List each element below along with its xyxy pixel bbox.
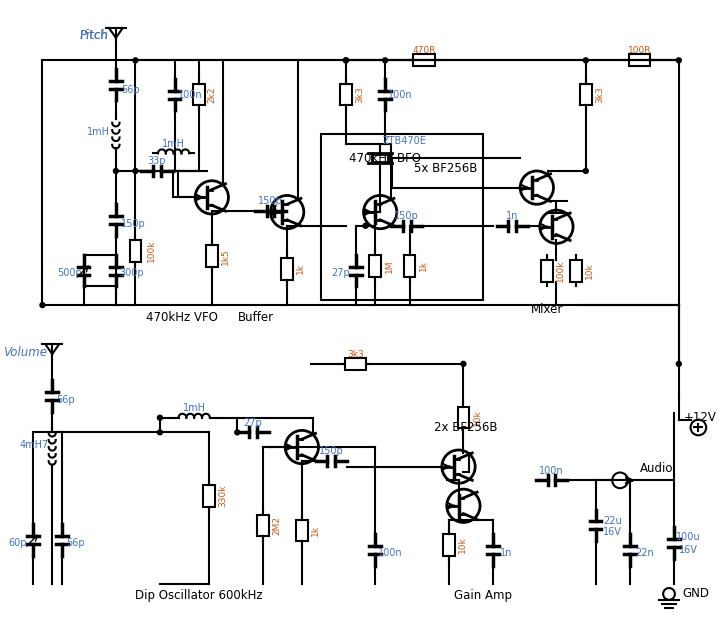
Text: GND: GND bbox=[683, 587, 710, 600]
Text: 150p: 150p bbox=[395, 211, 419, 221]
Text: 3k3: 3k3 bbox=[595, 86, 604, 103]
Text: Gain Amp: Gain Amp bbox=[454, 589, 512, 602]
Text: 100k: 100k bbox=[147, 240, 156, 262]
Text: Pitch: Pitch bbox=[80, 29, 109, 42]
Text: 100n: 100n bbox=[378, 548, 402, 558]
Text: 1k: 1k bbox=[311, 525, 320, 536]
Circle shape bbox=[158, 415, 162, 420]
Bar bbox=[340, 84, 352, 105]
Bar bbox=[296, 519, 307, 541]
Circle shape bbox=[343, 58, 348, 63]
Bar bbox=[457, 407, 469, 428]
Text: Buffer: Buffer bbox=[238, 311, 274, 324]
Circle shape bbox=[461, 361, 466, 366]
Bar bbox=[404, 255, 415, 277]
Bar bbox=[321, 134, 483, 300]
Circle shape bbox=[583, 58, 588, 63]
Text: ZTB470E: ZTB470E bbox=[382, 136, 426, 145]
Text: 100n: 100n bbox=[539, 465, 564, 475]
Bar bbox=[206, 245, 217, 267]
Text: 4mH7: 4mH7 bbox=[20, 440, 49, 450]
Text: 330k: 330k bbox=[218, 485, 227, 507]
Circle shape bbox=[40, 303, 45, 308]
Text: 56p: 56p bbox=[121, 85, 140, 95]
Text: 22u: 22u bbox=[603, 516, 621, 527]
Text: Volume: Volume bbox=[3, 345, 47, 358]
Circle shape bbox=[343, 58, 348, 63]
Text: 16V: 16V bbox=[679, 545, 698, 555]
Text: 1mH: 1mH bbox=[162, 139, 185, 149]
Text: 5x BF256B: 5x BF256B bbox=[415, 162, 478, 175]
Text: 3k3: 3k3 bbox=[347, 350, 364, 358]
Text: 100n: 100n bbox=[389, 90, 413, 100]
Text: +12V: +12V bbox=[684, 411, 716, 424]
Text: Audio: Audio bbox=[639, 462, 673, 475]
Text: 22n: 22n bbox=[635, 548, 654, 558]
Text: 500p: 500p bbox=[58, 268, 82, 278]
Bar bbox=[130, 240, 141, 262]
Bar bbox=[629, 54, 650, 66]
Bar bbox=[345, 358, 366, 370]
Bar bbox=[257, 514, 269, 536]
Circle shape bbox=[583, 168, 588, 173]
Text: Dip Oscillator 600kHz: Dip Oscillator 600kHz bbox=[135, 589, 263, 602]
Circle shape bbox=[235, 430, 240, 435]
Text: 60p: 60p bbox=[9, 538, 27, 548]
Text: 56p: 56p bbox=[57, 395, 75, 405]
Text: 16V: 16V bbox=[603, 527, 621, 537]
Text: 150p: 150p bbox=[319, 446, 343, 456]
Text: 10k: 10k bbox=[585, 262, 594, 279]
Text: Pitch: Pitch bbox=[80, 29, 109, 42]
Text: 1mH: 1mH bbox=[183, 403, 206, 413]
Circle shape bbox=[133, 168, 138, 173]
Text: 1mH: 1mH bbox=[86, 127, 109, 137]
Circle shape bbox=[133, 58, 138, 63]
Text: 2x BF256B: 2x BF256B bbox=[434, 421, 498, 434]
Circle shape bbox=[158, 430, 162, 435]
Text: 1n: 1n bbox=[500, 548, 513, 558]
Text: 100n: 100n bbox=[178, 90, 202, 100]
Text: 2M2: 2M2 bbox=[272, 516, 281, 535]
Text: 100k: 100k bbox=[556, 259, 564, 282]
Bar bbox=[443, 534, 454, 556]
Bar bbox=[193, 84, 205, 105]
Text: 56p: 56p bbox=[66, 538, 85, 548]
Text: 470kHz VFO: 470kHz VFO bbox=[146, 311, 218, 324]
Circle shape bbox=[676, 58, 681, 63]
Text: 150p: 150p bbox=[121, 219, 146, 229]
Text: 33p: 33p bbox=[148, 156, 166, 166]
Text: Mixer: Mixer bbox=[531, 303, 563, 316]
Text: 1n: 1n bbox=[506, 211, 518, 221]
Text: 100u: 100u bbox=[676, 532, 701, 542]
Text: 100R: 100R bbox=[628, 46, 652, 55]
Text: 10k: 10k bbox=[458, 537, 467, 553]
Text: 1k: 1k bbox=[419, 261, 428, 272]
Text: 470kHz BFO: 470kHz BFO bbox=[349, 152, 421, 165]
Circle shape bbox=[363, 223, 368, 228]
Bar bbox=[541, 260, 552, 282]
Text: 27p: 27p bbox=[243, 418, 262, 428]
Text: 1k5: 1k5 bbox=[221, 248, 230, 264]
Bar bbox=[570, 260, 582, 282]
Circle shape bbox=[114, 168, 118, 173]
Bar bbox=[203, 485, 215, 507]
Bar bbox=[369, 255, 381, 277]
Circle shape bbox=[676, 361, 681, 366]
Text: 1M: 1M bbox=[384, 259, 394, 273]
Circle shape bbox=[382, 58, 387, 63]
Text: 1k: 1k bbox=[297, 263, 305, 274]
Text: 150p: 150p bbox=[258, 196, 283, 206]
Text: 300p: 300p bbox=[120, 268, 144, 278]
Bar bbox=[580, 84, 592, 105]
Text: 3k3: 3k3 bbox=[355, 86, 364, 103]
Bar bbox=[413, 54, 435, 66]
Text: 27p: 27p bbox=[332, 268, 351, 278]
Text: 10k: 10k bbox=[472, 409, 482, 426]
Text: 2k2: 2k2 bbox=[207, 86, 216, 103]
Bar bbox=[372, 154, 388, 162]
Bar bbox=[282, 258, 293, 280]
Text: 470R: 470R bbox=[413, 46, 436, 55]
